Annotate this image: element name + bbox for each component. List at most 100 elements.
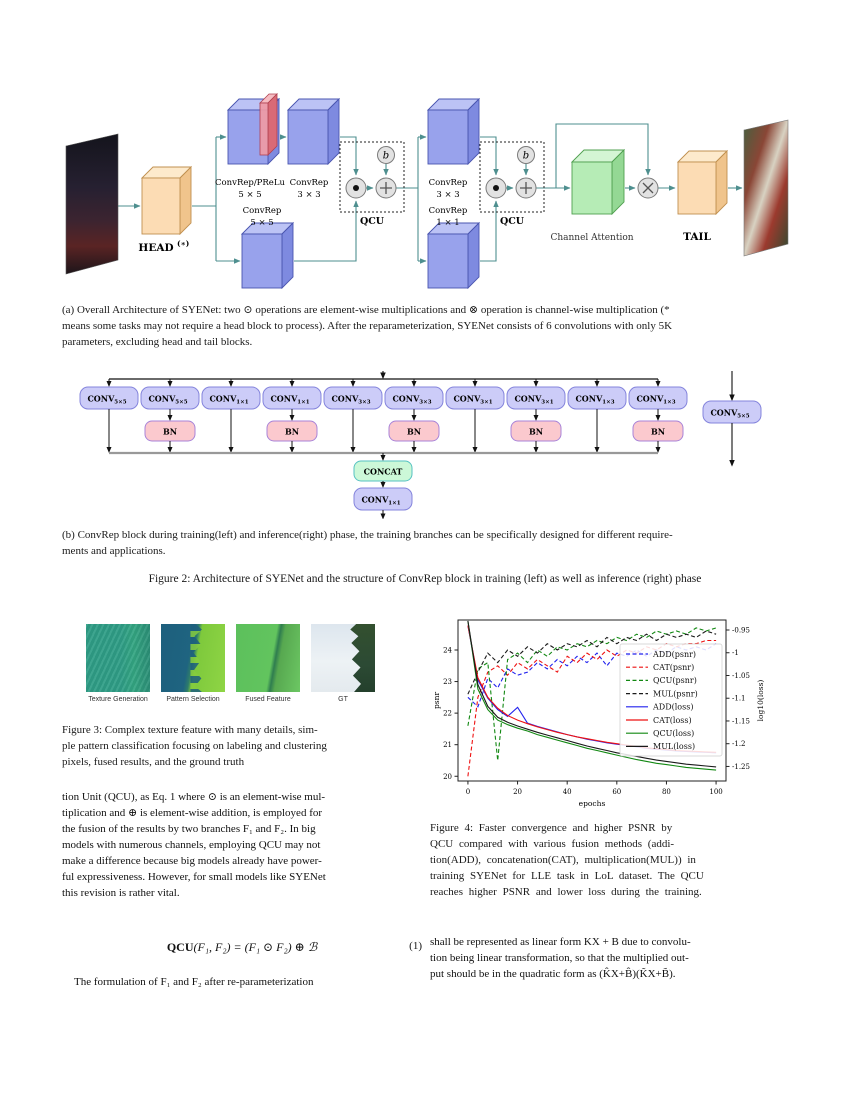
y-right-tick-label: -0.95 (732, 627, 750, 635)
text-line: ple pattern classification focusing on l… (62, 740, 327, 752)
merge-conv-box: CONV1×1 (353, 487, 413, 511)
y-left-tick-label: 21 (443, 741, 452, 749)
convrep-1x1-block (426, 221, 481, 290)
conv-box-0: CONV5×5 (79, 386, 139, 410)
conv-label: CONV3×1 (514, 394, 553, 406)
conv-box-7: CONV3×1 (506, 386, 566, 410)
panel-label: GT (338, 696, 348, 703)
stage2-bottom-size: 1 × 1 (436, 218, 459, 228)
x-tick-label: 0 (466, 788, 470, 796)
x-tick-label: 20 (513, 788, 522, 796)
bias-label: b (383, 151, 389, 162)
bias-icon-2: b (517, 146, 535, 164)
text-line: tiplication and ⊕ is element-wise additi… (62, 807, 323, 819)
y-left-tick-label: 23 (443, 678, 452, 686)
stage2-bottom-label: ConvRep (429, 206, 468, 216)
bias-icon: b (377, 146, 395, 164)
qcu-box-2 (479, 141, 545, 213)
y-left-axis-label: psnr (432, 692, 441, 709)
figure3-caption: Figure 3: Complex texture feature with m… (62, 722, 422, 770)
text-line: Figure 3: Complex texture feature with m… (62, 724, 318, 736)
text-line: tion being linear transformation, so tha… (430, 952, 689, 964)
x-axis-label: epochs (579, 799, 606, 808)
figure3-panel-fused-feature: Fused Feature (236, 624, 300, 703)
tail-label: TAIL (683, 231, 711, 243)
legend-label: CAT(psnr) (653, 663, 694, 672)
chart-axes: 0 20 40 60 80 100 20 21 22 23 24 -0.95 -1 -1.05 -1.1 -1… (432, 619, 765, 808)
legend-label: QCU(psnr) (653, 676, 697, 685)
channelwise-multiply-icon (637, 177, 659, 199)
text-line: training SYENet for LLE task in LoL data… (430, 870, 704, 882)
elementwise-multiply-icon-2 (485, 177, 507, 199)
convrep-inference-block: CONV5×5 (702, 371, 762, 467)
elementwise-multiply-icon (345, 177, 367, 199)
qcu-label-1: QCU (360, 216, 385, 227)
bn-box-3: BN (266, 420, 318, 442)
legend-label: MUL(loss) (653, 742, 695, 751)
conv-label: CONV1×3 (575, 394, 614, 406)
text-line: reaches higher PSNR and lower loss durin… (430, 886, 702, 898)
y-right-tick-label: -1.1 (732, 695, 746, 703)
legend-label: MUL(psnr) (653, 689, 698, 698)
y-right-tick-label: -1.05 (732, 672, 750, 680)
bn-label: BN (529, 427, 543, 437)
figure3-panel-gt: GT (311, 624, 375, 703)
text-line: the fusion of the results by two branche… (62, 823, 316, 835)
text-line: this revision is rather vital. (62, 887, 180, 899)
add-icon (375, 177, 397, 199)
figure2b-caption: (b) ConvRep block during training(left) … (62, 527, 790, 559)
bn-box-9: BN (632, 420, 684, 442)
stage2-top-label: ConvRep (429, 178, 468, 188)
input-image (65, 133, 119, 275)
figure2a-caption: (a) Overall Architecture of SYENet: two … (62, 302, 790, 350)
convrep-3x3-block2 (426, 97, 481, 166)
head-label: HEAD (138, 242, 173, 254)
chart-series-CAT(psnr) (467, 639, 717, 777)
text-line: (a) Overall Architecture of SYENet: two … (62, 304, 670, 316)
convrep-5x5-block (240, 221, 295, 290)
output-image (743, 119, 789, 257)
text-line: put should be in the quadratic form as (… (430, 968, 676, 980)
bias-label: b (523, 151, 529, 162)
conv-box-6: CONV3×1 (445, 386, 505, 410)
y-right-tick-label: -1.2 (732, 740, 746, 748)
text-line: parameters, excluding head and tail bloc… (62, 336, 253, 348)
y-right-tick-label: -1.25 (732, 763, 750, 771)
stage1-bottom-size: 5 × 5 (250, 218, 273, 228)
texture-generation-image (86, 624, 150, 692)
text-line: models with numerous channels, employing… (62, 839, 321, 851)
text-line: (b) ConvRep block during training(left) … (62, 529, 673, 541)
channel-attention-label: Channel Attention (550, 233, 633, 243)
text-line: tion(ADD), concatenation(CAT), multiplic… (430, 854, 696, 866)
stage1-mid-label: ConvRep (290, 178, 329, 188)
left-column-paragraph-2: The formulation of F₁ and F₂ after re-pa… (62, 974, 422, 990)
figure2-caption: Figure 2: Architecture of SYENet and the… (148, 573, 702, 585)
x-tick-label: 40 (563, 788, 572, 796)
figure2b-convrep-diagram: CONV5×5 CONV5×5 BN CONV1×1 CONV1×1 BN CONV3×3 C… (79, 371, 762, 519)
conv-label: CONV3×3 (392, 394, 431, 406)
conv-label: CONV3×3 (331, 394, 370, 406)
left-column-paragraph: tion Unit (QCU), as Eq. 1 where ⊙ is an … (62, 789, 422, 901)
equation-number: (1) (409, 940, 422, 952)
text-line: pixels, fused results, and the ground tr… (62, 756, 245, 768)
bn-label: BN (651, 427, 665, 437)
x-tick-label: 80 (662, 788, 671, 796)
conv-label: CONV5×5 (710, 408, 749, 420)
chart-series-QCU(loss) (467, 620, 717, 771)
figure3-panel-texture-generation: Texture Generation (86, 624, 150, 703)
stage1-bottom-label: ConvRep (243, 206, 282, 216)
figure3-panels: Texture Generation Pattern Selection Fus… (86, 624, 375, 703)
figure2a-architecture-diagram: b b H (65, 93, 789, 290)
x-tick-label: 100 (709, 788, 722, 796)
bn-label: BN (407, 427, 421, 437)
conv-box-5: CONV3×3 (384, 386, 444, 410)
stage1-top-size: 5 × 5 (238, 190, 261, 200)
y-left-tick-label: 22 (443, 710, 452, 718)
legend-label: ADD(psnr) (652, 650, 696, 659)
bn-box-1: BN (144, 420, 196, 442)
equation-qcu: QCU (166, 940, 194, 954)
ground-truth-image (311, 624, 375, 692)
bn-box-7: BN (510, 420, 562, 442)
stage2-top-size: 3 × 3 (436, 190, 459, 200)
